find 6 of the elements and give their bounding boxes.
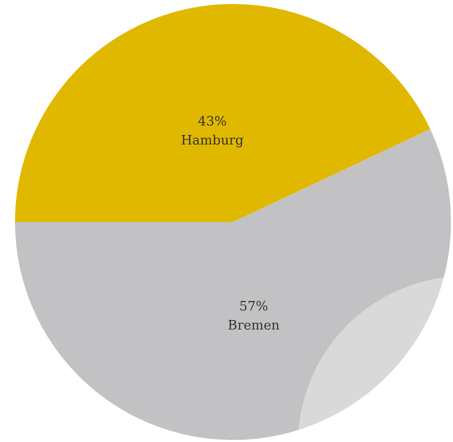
pie-slice	[15, 129, 451, 440]
pie-slice	[15, 4, 430, 222]
data-label: 43%	[198, 114, 227, 130]
data-label: 57%	[239, 300, 268, 315]
slice-label: Bremen	[228, 318, 280, 334]
slice-label: Hamburg	[180, 133, 244, 148]
